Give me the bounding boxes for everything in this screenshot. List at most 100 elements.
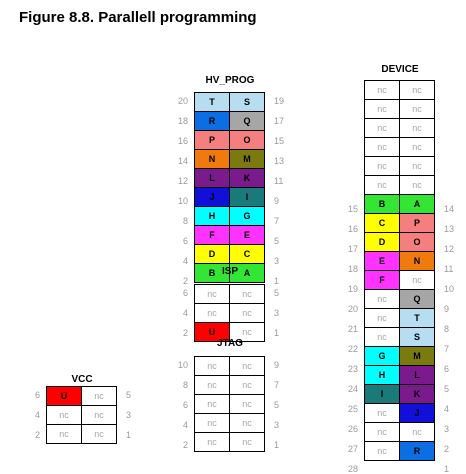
pin-cell: nc — [194, 303, 230, 323]
pin-number: 4 — [182, 420, 188, 430]
pin-cell: nc — [364, 156, 400, 176]
pin-cell: nc — [364, 99, 400, 119]
pin-cell: I — [229, 187, 265, 207]
pin-cell: B — [364, 194, 400, 214]
pin-number: 12 — [177, 176, 188, 186]
pin-cell: nc — [364, 308, 400, 328]
pin-number: 8 — [182, 380, 188, 390]
pin-cell: nc — [194, 284, 230, 304]
table-row: nc nc — [364, 99, 435, 119]
pin-number: 5 — [274, 288, 280, 298]
pin-number: 2 — [182, 440, 188, 450]
pin-number: 15 — [347, 204, 358, 214]
pin-number: 19 — [347, 284, 358, 294]
table-row: nc nc — [194, 375, 265, 395]
pin-number: 3 — [274, 256, 280, 266]
pin-cell: T — [194, 92, 230, 112]
pin-number: 17 — [274, 116, 285, 126]
pin-number: 25 — [347, 404, 358, 414]
pin-cell: T — [399, 308, 435, 328]
pin-number: 1 — [274, 276, 280, 286]
pin-cell: E — [229, 225, 265, 245]
pin-number: 10 — [444, 284, 455, 294]
pin-cell: R — [194, 111, 230, 131]
pin-cell: nc — [399, 137, 435, 157]
pin-cell: nc — [399, 156, 435, 176]
pin-cell: nc — [194, 375, 230, 395]
pin-cell: I — [364, 384, 400, 404]
pin-number: 13 — [444, 224, 455, 234]
pin-number: 19 — [274, 96, 285, 106]
pin-number: 20 — [347, 304, 358, 314]
pin-cell: M — [229, 149, 265, 169]
pin-cell: nc — [46, 424, 82, 444]
pin-number: 16 — [347, 224, 358, 234]
pin-number: 10 — [177, 360, 188, 370]
pin-cell: nc — [364, 441, 400, 461]
pin-number: 9 — [274, 360, 280, 370]
table-row: nc J — [364, 403, 435, 423]
pin-cell: nc — [399, 175, 435, 195]
pin-number: 4 — [34, 410, 40, 420]
pin-cell: nc — [399, 99, 435, 119]
pin-cell: nc — [364, 80, 400, 100]
pin-cell: J — [194, 187, 230, 207]
pin-cell: H — [364, 365, 400, 385]
pin-cell: F — [364, 270, 400, 290]
pin-number: 5 — [126, 390, 132, 400]
pin-number: 3 — [274, 308, 280, 318]
pin-number: 4 — [182, 256, 188, 266]
table-row: nc nc — [364, 80, 435, 100]
isp-header: ISP — [221, 266, 239, 277]
pin-cell: J — [399, 403, 435, 423]
pin-cell: nc — [229, 356, 265, 376]
pin-number: 5 — [274, 400, 280, 410]
pin-cell: nc — [364, 422, 400, 442]
pin-cell: A — [399, 194, 435, 214]
pin-number: 15 — [274, 136, 285, 146]
table-row: nc R — [364, 441, 435, 461]
pin-number: 2 — [182, 276, 188, 286]
pin-number: 26 — [347, 424, 358, 434]
pin-cell: N — [399, 251, 435, 271]
pin-cell: S — [229, 92, 265, 112]
pin-number: 22 — [347, 344, 358, 354]
vcc-header: VCC — [71, 374, 93, 385]
pin-cell: P — [399, 213, 435, 233]
pin-cell: nc — [399, 80, 435, 100]
pin-number: 16 — [177, 136, 188, 146]
hv-prog-header: HV_PROG — [205, 75, 255, 86]
pin-number: 23 — [347, 364, 358, 374]
pin-cell: H — [194, 206, 230, 226]
table-row: nc nc — [46, 424, 117, 444]
pin-number: 2 — [444, 444, 450, 454]
pin-number: 8 — [444, 324, 450, 334]
pin-cell: nc — [81, 386, 117, 406]
pin-cell: nc — [229, 303, 265, 323]
table-row: nc nc — [194, 303, 265, 323]
pin-number: 14 — [177, 156, 188, 166]
pin-number: 24 — [347, 384, 358, 394]
pin-number: 6 — [444, 364, 450, 374]
pin-cell: G — [364, 346, 400, 366]
table-row: nc nc — [364, 422, 435, 442]
pin-cell: nc — [194, 432, 230, 452]
pin-cell: P — [194, 130, 230, 150]
table-row: nc S — [364, 327, 435, 347]
figure-title: Figure 8.8. Parallell programming — [19, 9, 257, 26]
table-row: nc nc — [194, 356, 265, 376]
table-row: nc nc — [194, 394, 265, 414]
pin-number: 5 — [444, 384, 450, 394]
pin-number: 6 — [34, 390, 40, 400]
pin-cell: C — [364, 213, 400, 233]
